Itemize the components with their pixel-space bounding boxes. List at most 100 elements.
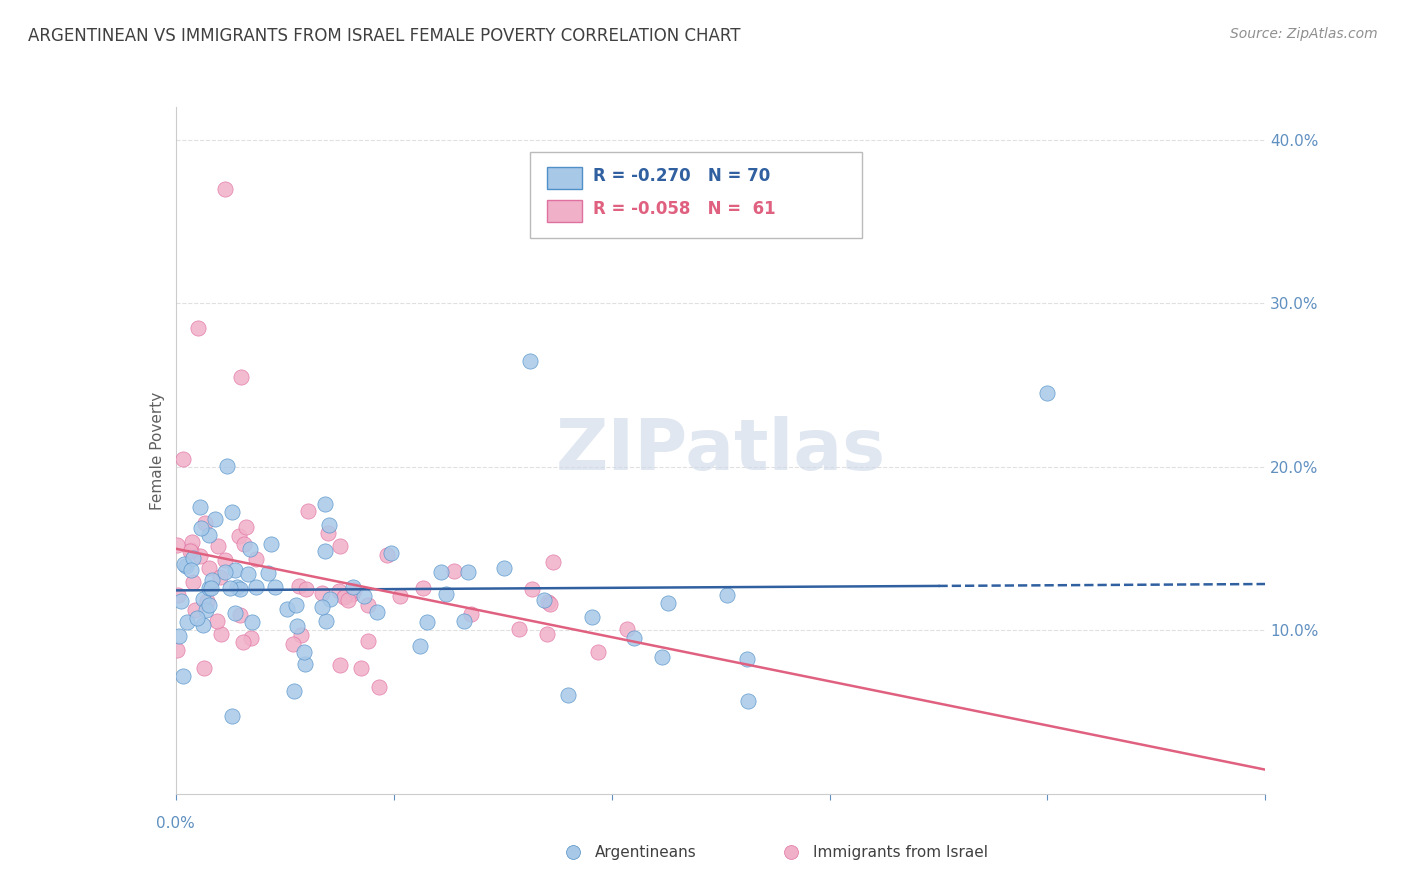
Point <box>457 566 479 580</box>
Point <box>204 511 226 525</box>
Text: Argentineans: Argentineans <box>595 845 697 860</box>
Point <box>264 580 287 594</box>
Point <box>288 578 311 592</box>
Point <box>198 598 221 612</box>
Point <box>522 582 544 597</box>
Point <box>283 684 305 698</box>
Point <box>188 500 211 514</box>
Point <box>172 669 194 683</box>
Point <box>292 645 315 659</box>
Point <box>281 637 304 651</box>
Point <box>737 694 759 708</box>
Point <box>285 618 308 632</box>
Point <box>207 540 229 554</box>
Point <box>229 582 252 596</box>
Point <box>533 593 555 607</box>
Point <box>214 182 236 196</box>
Point <box>174 558 197 573</box>
Point <box>657 597 679 611</box>
Point <box>184 603 207 617</box>
Point <box>276 602 298 616</box>
Point <box>195 593 218 607</box>
Point <box>214 565 236 579</box>
Point <box>193 592 215 607</box>
Point <box>328 584 350 599</box>
Point <box>176 615 198 629</box>
FancyBboxPatch shape <box>530 152 862 237</box>
Point <box>368 680 391 694</box>
Point <box>538 598 561 612</box>
FancyBboxPatch shape <box>547 167 582 189</box>
Point <box>541 555 564 569</box>
Point <box>333 589 356 603</box>
Point <box>536 595 558 609</box>
Point <box>190 520 212 534</box>
Point <box>342 580 364 594</box>
Point <box>186 321 209 335</box>
Point <box>340 587 363 601</box>
Point <box>167 588 190 602</box>
Point <box>314 544 336 558</box>
Point <box>357 634 380 648</box>
Point <box>180 534 202 549</box>
Point <box>343 582 366 597</box>
Point <box>221 504 243 518</box>
Point <box>181 575 204 590</box>
Point <box>257 566 280 581</box>
Point <box>208 570 231 584</box>
Point <box>193 516 215 531</box>
Point <box>200 582 222 596</box>
Point <box>380 546 402 560</box>
Point <box>188 549 211 563</box>
Point <box>319 592 342 607</box>
Text: R = -0.270   N = 70: R = -0.270 N = 70 <box>593 168 770 186</box>
Point <box>245 580 267 594</box>
Point <box>170 594 193 608</box>
Point <box>536 627 558 641</box>
Point <box>651 650 673 665</box>
Point <box>284 599 307 613</box>
Point <box>239 631 262 645</box>
Point <box>366 605 388 619</box>
Point <box>167 629 190 643</box>
Point <box>519 353 541 368</box>
Point <box>494 561 516 575</box>
Point <box>225 580 247 594</box>
Point <box>232 537 254 551</box>
Point <box>416 615 439 630</box>
Point <box>581 610 603 624</box>
Text: ZIPatlas: ZIPatlas <box>555 416 886 485</box>
Point <box>181 550 204 565</box>
Point <box>201 574 224 588</box>
Point <box>412 581 434 595</box>
Point <box>1036 386 1059 401</box>
Point <box>311 600 333 615</box>
Point <box>716 588 738 602</box>
Y-axis label: Female Poverty: Female Poverty <box>149 392 165 509</box>
Point <box>179 543 201 558</box>
Point <box>453 614 475 628</box>
Point <box>228 529 250 543</box>
Point <box>224 607 246 621</box>
Point <box>314 497 336 511</box>
Point <box>198 560 221 574</box>
Text: 0.0%: 0.0% <box>156 816 195 830</box>
Point <box>616 623 638 637</box>
Point <box>353 590 375 604</box>
Text: Immigrants from Israel: Immigrants from Israel <box>813 845 988 860</box>
Point <box>235 520 257 534</box>
Point <box>434 587 457 601</box>
Text: R = -0.058   N =  61: R = -0.058 N = 61 <box>593 201 776 219</box>
Point <box>166 642 188 657</box>
Point <box>311 586 333 600</box>
Point <box>245 552 267 566</box>
Point <box>294 657 316 672</box>
Point <box>375 548 398 562</box>
Point <box>232 635 254 649</box>
Point <box>443 564 465 578</box>
Point <box>166 538 188 552</box>
Point <box>198 528 221 542</box>
Point <box>197 581 219 595</box>
Point <box>193 618 215 632</box>
Point <box>429 566 451 580</box>
